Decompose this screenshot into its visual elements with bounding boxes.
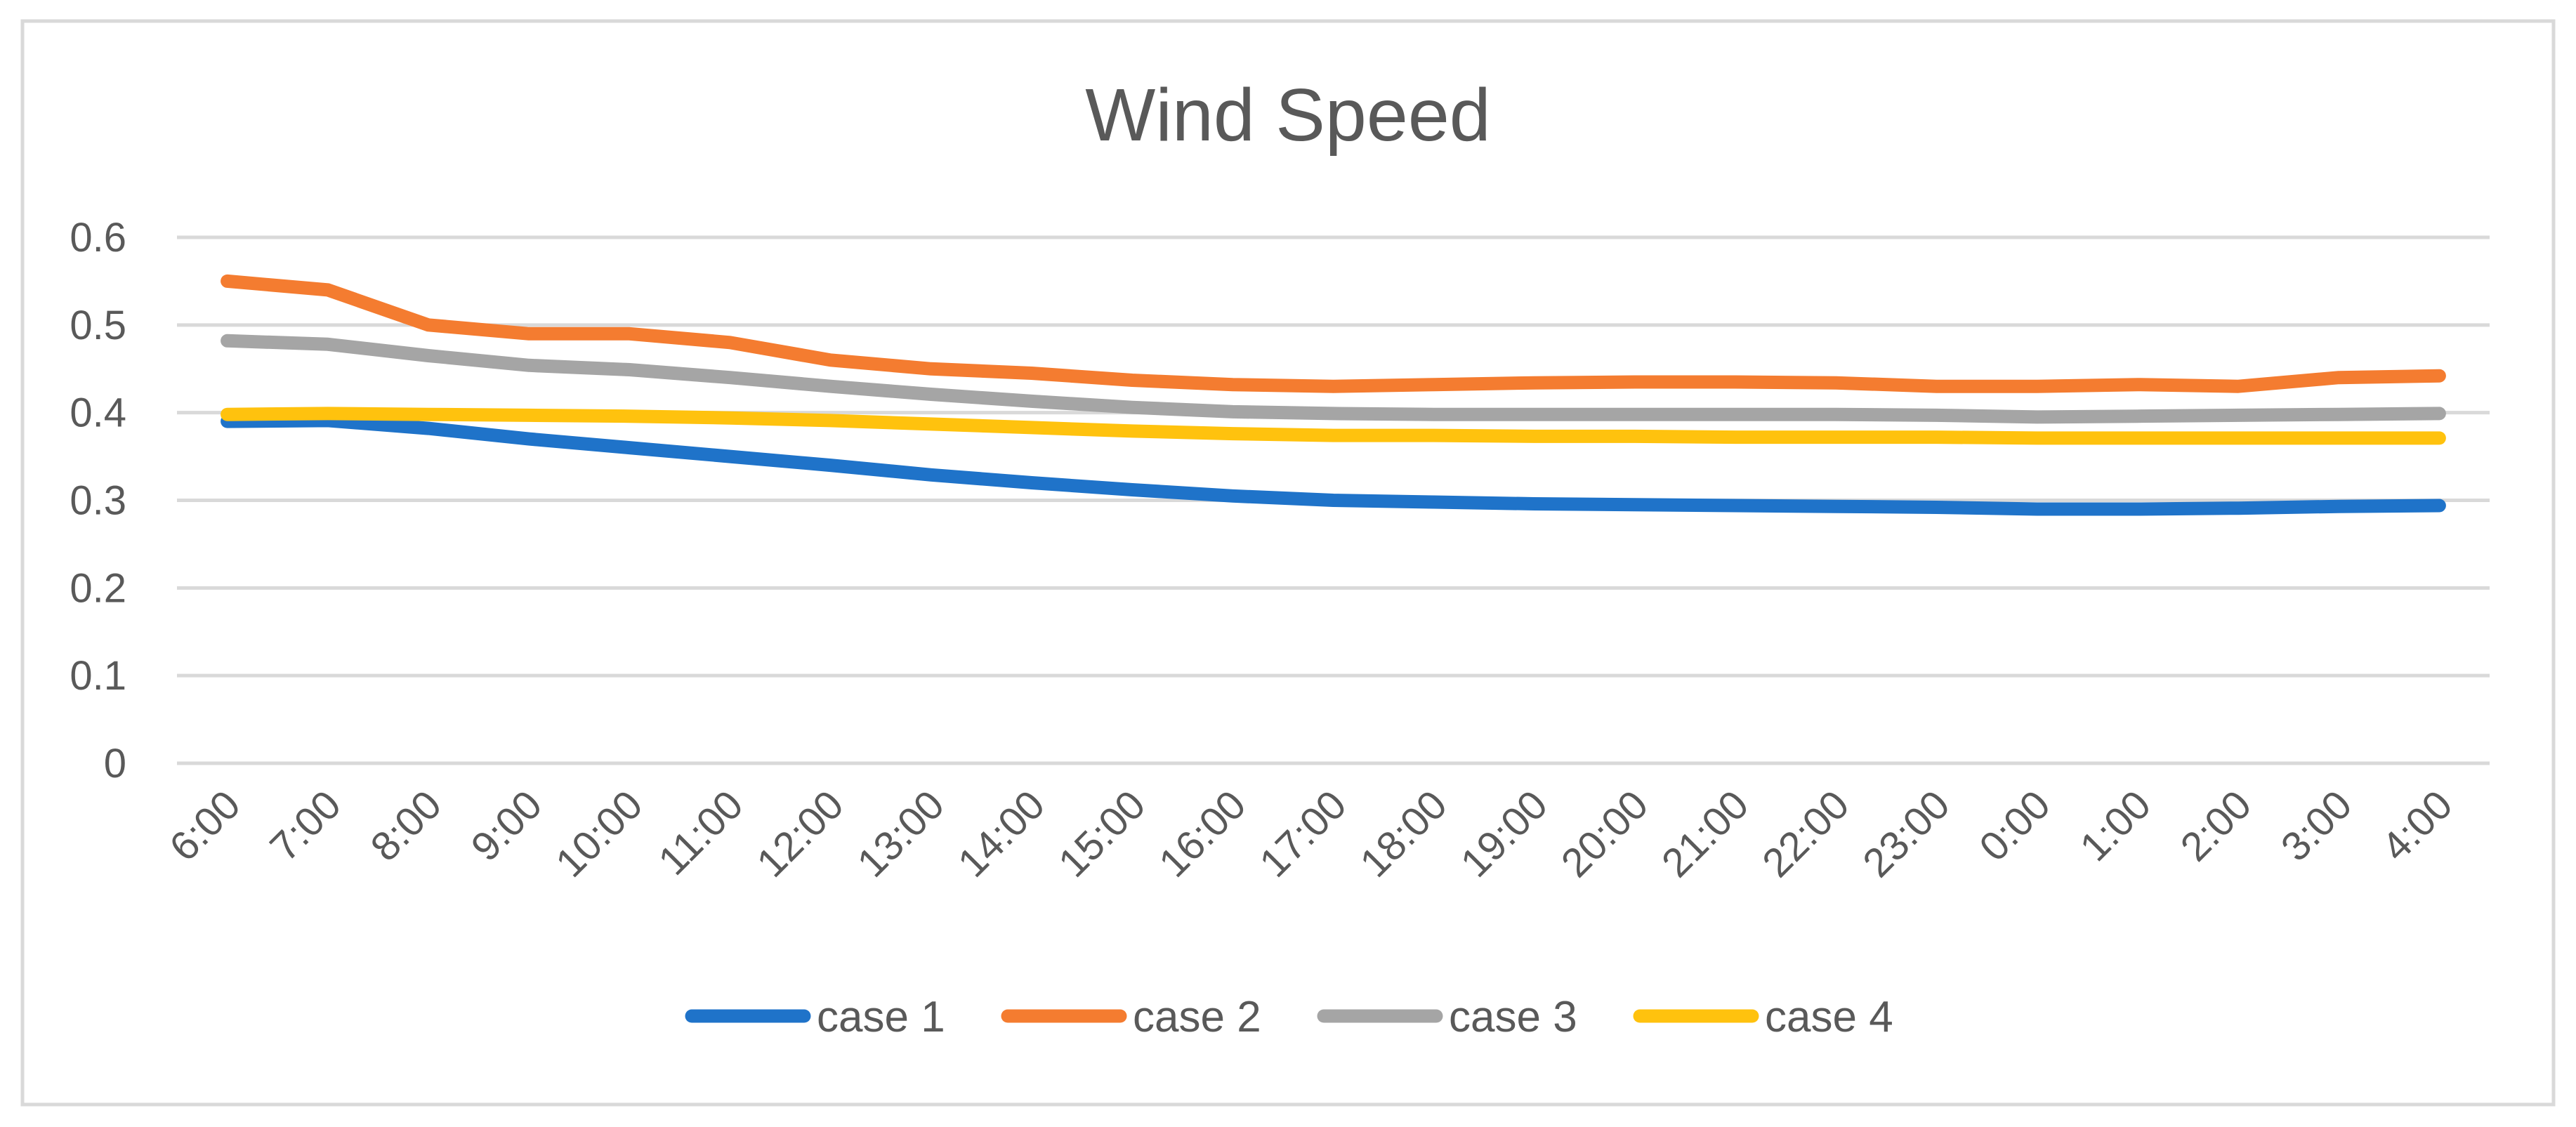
y-tick-label: 0.4	[70, 390, 126, 436]
series-line-case-3	[221, 334, 2446, 424]
chart-border	[20, 19, 2556, 1107]
legend-label: case 1	[817, 993, 945, 1041]
y-tick-label: 0.2	[70, 565, 126, 611]
y-axis-tick-labels: 0 0.1 0.2 0.3 0.4 0.5 0.6	[70, 215, 126, 786]
legend-label: case 2	[1133, 993, 1261, 1041]
legend-label: case 4	[1765, 993, 1893, 1041]
y-tick-label: 0.6	[70, 215, 126, 261]
y-tick-label: 0.5	[70, 303, 126, 348]
series-line-case-2	[221, 274, 2446, 393]
series-line-case-1	[221, 414, 2446, 516]
legend-label: case 3	[1449, 993, 1577, 1041]
series-line-case-4	[221, 407, 2446, 445]
y-tick-label: 0.3	[70, 478, 126, 524]
series-lines	[221, 274, 2446, 516]
y-tick-label: 0	[104, 741, 126, 786]
legend: case 1 case 2 case 3 case 4	[685, 993, 1893, 1041]
y-tick-label: 0.1	[70, 653, 126, 699]
chart-title: Wind Speed	[1085, 74, 1490, 157]
